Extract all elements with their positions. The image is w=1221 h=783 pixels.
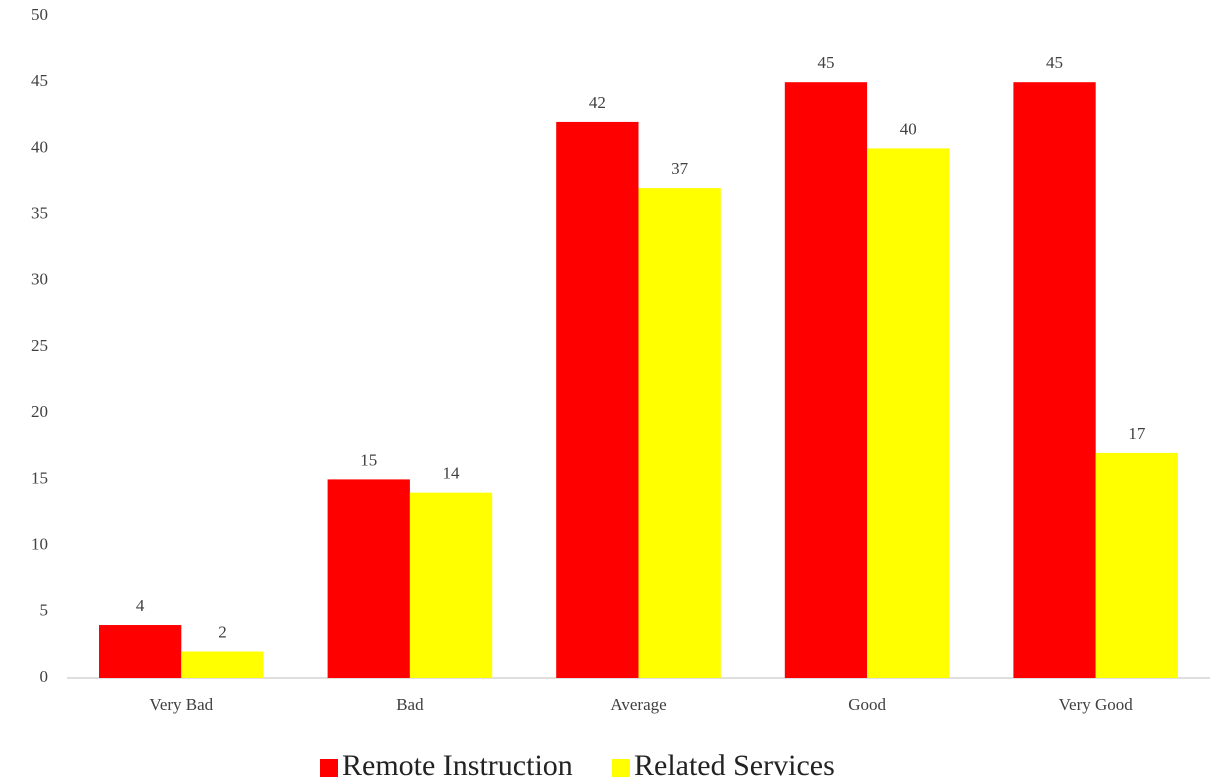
legend-text: Related Services [634, 749, 835, 782]
x-tick-label: Very Bad [149, 695, 213, 714]
data-label: 37 [671, 159, 689, 178]
data-label: 15 [360, 450, 377, 469]
y-tick-label: 0 [40, 667, 49, 686]
bar [638, 188, 721, 678]
data-label: 42 [589, 93, 606, 112]
data-label: 45 [1046, 53, 1063, 72]
y-tick-label: 50 [31, 5, 48, 24]
y-tick-label: 20 [31, 402, 48, 421]
data-label: 45 [817, 53, 834, 72]
data-label: 14 [443, 464, 461, 483]
bar [867, 148, 950, 678]
bar [1013, 82, 1096, 678]
x-tick-label: Average [610, 695, 666, 714]
y-tick-label: 35 [31, 204, 48, 223]
bar [556, 121, 639, 679]
data-label: 4 [136, 596, 145, 615]
bar [409, 492, 493, 678]
y-tick-label: 5 [40, 601, 49, 620]
y-tick-label: 40 [31, 137, 48, 156]
legend-text: Remote Instruction [342, 749, 573, 782]
data-label: 17 [1128, 424, 1146, 443]
x-tick-label: Very Good [1059, 695, 1134, 714]
y-tick-label: 15 [31, 468, 48, 487]
y-tick-label: 45 [31, 71, 48, 90]
legend-swatch [320, 759, 338, 777]
y-tick-label: 25 [31, 336, 48, 355]
bar [784, 82, 868, 678]
bar [1095, 452, 1178, 678]
bar [99, 625, 182, 678]
data-label: 2 [218, 622, 227, 641]
y-tick-label: 10 [31, 535, 48, 554]
bar [327, 479, 410, 678]
bar [181, 651, 264, 678]
x-tick-label: Good [848, 695, 886, 714]
y-tick-label: 30 [31, 270, 48, 289]
data-label: 40 [900, 119, 917, 138]
x-tick-label: Bad [396, 695, 424, 714]
legend-swatch [612, 759, 630, 777]
